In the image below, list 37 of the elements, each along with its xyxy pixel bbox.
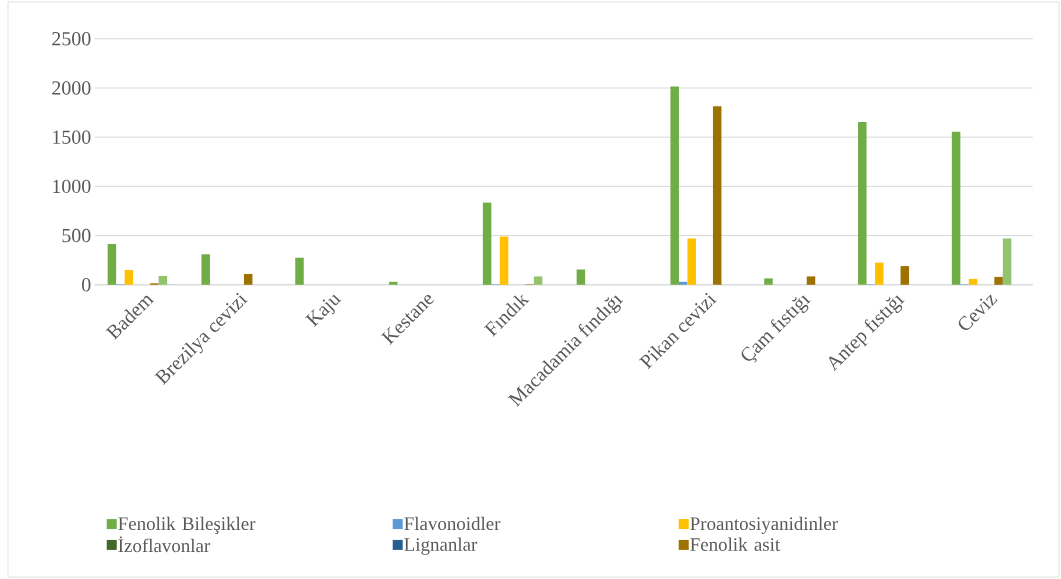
bar (858, 121, 867, 285)
bar (670, 86, 679, 285)
bar (687, 238, 696, 285)
bar (951, 131, 961, 285)
bar (499, 236, 509, 285)
bar (678, 281, 688, 285)
y-tick-label: 1000 (53, 179, 91, 194)
y-tick-label: 2500 (52, 32, 91, 46)
y-tick-label: 1500 (53, 130, 91, 144)
y-tick-label: 0 (82, 278, 91, 292)
bar (243, 273, 253, 285)
bar (107, 243, 117, 285)
bar (712, 106, 722, 285)
bar (124, 270, 134, 285)
bar (968, 278, 978, 285)
bar (764, 278, 773, 285)
bar (201, 254, 210, 285)
bar (295, 257, 304, 285)
y-tick-label: 500 (62, 228, 91, 243)
legend-label: İzoflavonlar (118, 536, 211, 553)
y-tick-label: 2000 (52, 81, 91, 95)
bar (158, 275, 168, 285)
legend-label: Flavonoidler (404, 516, 501, 531)
legend-label: Fenolik Bileşikler (118, 516, 256, 534)
bar (576, 269, 586, 285)
bar (533, 276, 543, 285)
bar (389, 281, 398, 285)
bar (994, 276, 1003, 285)
legend-label: Proantosiyanidinler (690, 516, 838, 534)
bar (1002, 238, 1012, 285)
bar (806, 276, 816, 285)
x-tick-label: Kaju (305, 294, 342, 328)
bar (900, 266, 910, 285)
legend-label: Lignanlar (404, 537, 478, 555)
legend-label: Fenolik asit (690, 537, 781, 551)
bar (875, 262, 884, 285)
bar (482, 202, 492, 285)
